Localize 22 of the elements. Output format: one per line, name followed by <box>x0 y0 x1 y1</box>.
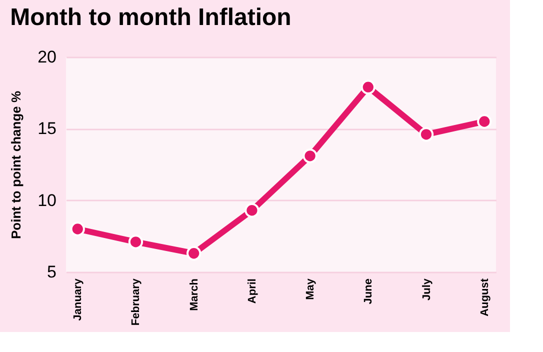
y-tick-label: 15 <box>38 119 56 138</box>
y-tick-label: 5 <box>47 262 56 282</box>
point <box>70 222 85 236</box>
point <box>302 148 318 164</box>
point <box>186 246 202 261</box>
y-tick-label: 10 <box>38 190 56 210</box>
x-tick-label: August <box>478 278 491 316</box>
point <box>128 234 144 250</box>
point <box>360 80 376 94</box>
x-tick-label: July <box>420 278 433 301</box>
x-tick-label: May <box>304 278 317 300</box>
chart-title: Month to month Inflation <box>10 4 292 31</box>
x-tick-label: January <box>72 278 84 321</box>
x-tick-label: March <box>188 278 200 311</box>
point <box>418 127 434 142</box>
x-tick-label: April <box>246 278 258 304</box>
point <box>477 114 492 129</box>
x-tick-label: June <box>362 278 375 304</box>
x-tick-label: February <box>130 278 142 326</box>
y-tick-label: 20 <box>38 48 56 66</box>
y-axis-title: Point to point change % <box>8 90 24 240</box>
point <box>244 203 260 218</box>
